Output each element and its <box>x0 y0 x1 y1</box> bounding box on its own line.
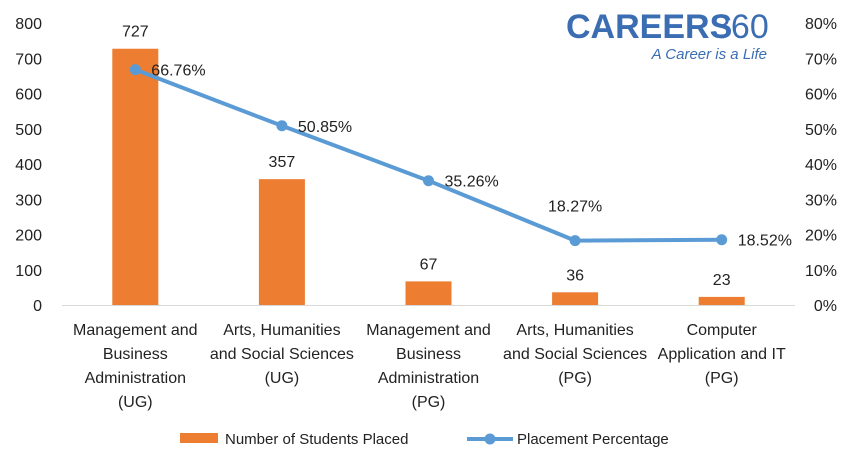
left-tick-label: 200 <box>15 228 42 245</box>
brand-tagline: A Career is a Life <box>651 46 767 63</box>
left-tick-label: 500 <box>15 122 42 139</box>
category-label-line: and Social Sciences <box>503 346 647 363</box>
bar <box>405 281 452 305</box>
line-data-labels: 66.76% 50.85% 35.26% 18.27% 18.52% <box>151 63 792 250</box>
category-label-line: Management and <box>73 322 198 339</box>
category-label-line: and Social Sciences <box>210 346 354 363</box>
line-marker <box>129 64 141 76</box>
right-tick-label: 60% <box>805 87 837 104</box>
category-label-line: Management and <box>366 322 491 339</box>
line-value-label: 18.52% <box>738 233 792 250</box>
category-label: Arts, Humanities and Social Sciences (PG) <box>503 322 647 387</box>
left-tick-label: 800 <box>15 16 42 33</box>
category-label-line: Computer <box>687 322 758 339</box>
bar-value-label: 67 <box>420 256 438 273</box>
bar <box>698 296 745 305</box>
category-label: Management and Business Administration (PG) <box>366 322 491 411</box>
line-path <box>134 67 722 243</box>
category-label-line: (PG) <box>412 394 446 411</box>
category-label-line: Arts, Humanities <box>223 322 340 339</box>
bar <box>258 179 305 305</box>
right-axis: 0% 10% 20% 30% 40% 50% 60% 70% 80% <box>805 16 837 315</box>
line-value-label: 50.85% <box>298 119 352 136</box>
category-label-line: (PG) <box>705 370 739 387</box>
line-series <box>129 64 728 247</box>
category-label-line: Administration <box>378 370 479 387</box>
category-label-line: Business <box>396 346 461 363</box>
bar-value-label: 727 <box>122 24 149 41</box>
category-label-line: (UG) <box>265 370 300 387</box>
category-label-line: Business <box>103 346 168 363</box>
left-tick-label: 600 <box>15 87 42 104</box>
bar-value-label: 36 <box>566 267 584 284</box>
line-value-label: 18.27% <box>548 199 602 216</box>
bar <box>112 48 159 306</box>
right-tick-label: 0% <box>814 298 837 315</box>
line-marker <box>276 120 288 132</box>
category-label-line: Administration <box>85 370 186 387</box>
line-value-label: 35.26% <box>445 174 499 191</box>
category-label: Computer Application and IT (PG) <box>658 322 786 387</box>
category-label: Arts, Humanities and Social Sciences (UG) <box>210 322 354 387</box>
right-tick-label: 10% <box>805 263 837 280</box>
category-label: Management and Business Administration (UG) <box>73 322 198 411</box>
brand-logo: CAREERS 360 A Career is a Life <box>566 8 769 63</box>
right-tick-label: 50% <box>805 122 837 139</box>
bar-value-label: 23 <box>713 272 731 289</box>
right-tick-label: 30% <box>805 192 837 209</box>
line-marker <box>569 235 581 247</box>
left-tick-label: 100 <box>15 263 42 280</box>
right-tick-label: 80% <box>805 16 837 33</box>
left-axis: 0 100 200 300 400 500 600 700 800 <box>15 16 42 315</box>
line-value-label: 66.76% <box>151 63 205 80</box>
left-tick-label: 700 <box>15 51 42 68</box>
legend: Number of Students Placed Placement Perce… <box>180 431 669 448</box>
right-tick-label: 70% <box>805 51 837 68</box>
legend-bar-label: Number of Students Placed <box>225 431 408 448</box>
category-labels: Management and Business Administration (UG)… <box>73 322 786 411</box>
category-label-line: Arts, Humanities <box>516 322 633 339</box>
left-tick-label: 0 <box>33 298 42 315</box>
category-label-line: Application and IT <box>658 346 786 363</box>
left-tick-label: 400 <box>15 157 42 174</box>
legend-bar-swatch <box>180 433 218 443</box>
category-label-line: (UG) <box>118 394 153 411</box>
brand-name-left: CAREERS <box>566 8 732 46</box>
bar-series <box>112 48 745 306</box>
line-marker <box>423 175 434 187</box>
bar <box>552 292 599 305</box>
right-tick-label: 40% <box>805 157 837 174</box>
right-tick-label: 20% <box>805 228 837 245</box>
line-marker <box>716 234 728 246</box>
bar-value-label: 357 <box>269 154 296 171</box>
legend-line-marker <box>484 433 496 445</box>
brand-name-right: 360 <box>712 8 769 46</box>
category-label-line: (PG) <box>558 370 592 387</box>
legend-line-label: Placement Percentage <box>517 431 669 448</box>
bar-data-labels: 727 357 67 36 23 <box>122 24 731 289</box>
left-tick-label: 300 <box>15 192 42 209</box>
